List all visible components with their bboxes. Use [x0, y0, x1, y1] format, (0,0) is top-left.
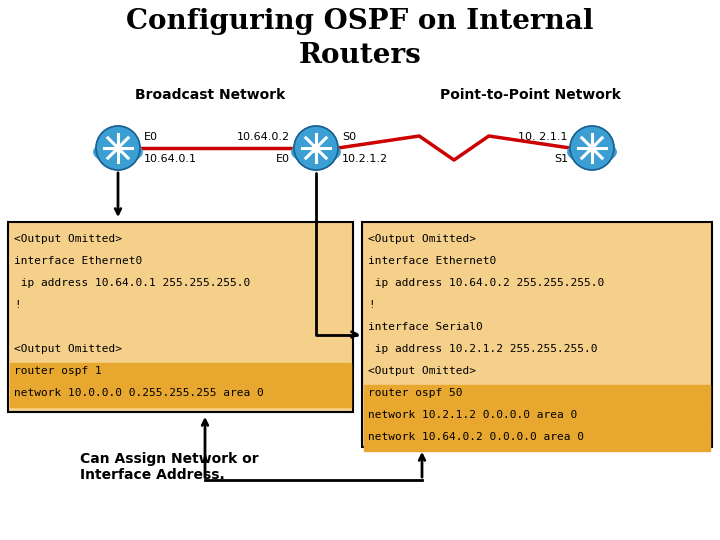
Ellipse shape: [568, 141, 616, 163]
Text: Routers: Routers: [299, 42, 421, 69]
Text: interface Serial0: interface Serial0: [368, 322, 482, 332]
Text: Point-to-Point Network: Point-to-Point Network: [440, 88, 621, 102]
Bar: [10, 385, 351, 407]
Text: B: B: [311, 143, 320, 156]
Text: Can Assign Network or
Interface Address.: Can Assign Network or Interface Address.: [80, 452, 258, 482]
Text: !: !: [14, 300, 21, 310]
Text: 10.64.0.1: 10.64.0.1: [144, 154, 197, 164]
Text: ip address 10.64.0.1 255.255.255.0: ip address 10.64.0.1 255.255.255.0: [14, 278, 251, 288]
Ellipse shape: [94, 141, 142, 163]
Text: <Output Omitted>: <Output Omitted>: [368, 234, 476, 244]
Text: A: A: [113, 143, 123, 156]
Text: <Output Omitted>: <Output Omitted>: [14, 344, 122, 354]
Circle shape: [294, 126, 338, 170]
Text: E0: E0: [144, 132, 158, 142]
Text: Configuring OSPF on Internal: Configuring OSPF on Internal: [126, 8, 594, 35]
FancyBboxPatch shape: [8, 222, 353, 412]
Text: ip address 10.2.1.2 255.255.255.0: ip address 10.2.1.2 255.255.255.0: [368, 344, 598, 354]
Text: interface Ethernet0: interface Ethernet0: [368, 256, 496, 266]
Text: network 10.64.0.2 0.0.0.0 area 0: network 10.64.0.2 0.0.0.0 area 0: [368, 432, 584, 442]
Text: S1: S1: [554, 154, 568, 164]
Text: interface Ethernet0: interface Ethernet0: [14, 256, 143, 266]
Text: E0: E0: [276, 154, 290, 164]
Text: !: !: [368, 300, 374, 310]
Text: <Output Omitted>: <Output Omitted>: [14, 234, 122, 244]
Text: router ospf 1: router ospf 1: [14, 366, 102, 376]
Text: network 10.2.1.2 0.0.0.0 area 0: network 10.2.1.2 0.0.0.0 area 0: [368, 410, 577, 420]
Text: <Output Omitted>: <Output Omitted>: [368, 366, 476, 376]
Text: 10.2.1.2: 10.2.1.2: [342, 154, 388, 164]
Text: ip address 10.64.0.2 255.255.255.0: ip address 10.64.0.2 255.255.255.0: [368, 278, 604, 288]
Text: router ospf 50: router ospf 50: [368, 388, 462, 398]
Text: 10.64.0.2: 10.64.0.2: [237, 132, 290, 142]
Text: 10. 2.1.1: 10. 2.1.1: [518, 132, 568, 142]
Ellipse shape: [292, 141, 341, 163]
Bar: [364, 407, 710, 429]
Bar: [10, 363, 351, 385]
Text: C: C: [588, 143, 597, 156]
Circle shape: [96, 126, 140, 170]
Bar: [364, 385, 710, 407]
Text: Broadcast Network: Broadcast Network: [135, 88, 285, 102]
Text: S0: S0: [342, 132, 356, 142]
Circle shape: [570, 126, 614, 170]
Text: network 10.0.0.0 0.255.255.255 area 0: network 10.0.0.0 0.255.255.255 area 0: [14, 388, 264, 398]
FancyBboxPatch shape: [362, 222, 712, 447]
Bar: [364, 429, 710, 451]
